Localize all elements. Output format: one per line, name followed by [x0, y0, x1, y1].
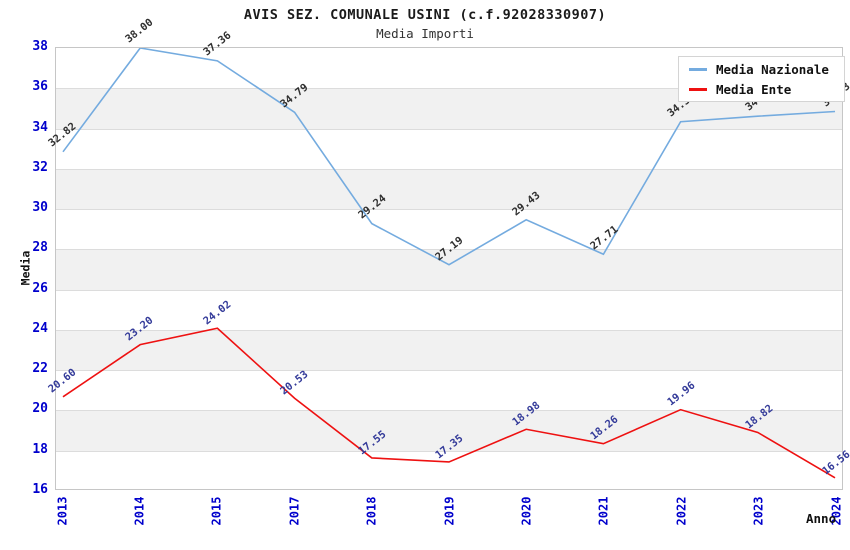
- grid-band: [56, 168, 842, 210]
- legend-label-nazionale: Media Nazionale: [716, 61, 829, 77]
- gridline: [56, 88, 842, 90]
- chart-subtitle: Media Importi: [376, 26, 474, 41]
- y-tick-label: 16: [32, 482, 48, 497]
- x-tick-label: 2018: [357, 494, 387, 528]
- gridline: [56, 329, 842, 331]
- y-tick-label: 32: [32, 159, 48, 175]
- legend: Media Nazionale Media Ente: [678, 56, 845, 102]
- x-tick-text: 2023: [751, 496, 766, 526]
- series-lines: [62, 48, 836, 479]
- y-tick-label: 22: [32, 361, 48, 377]
- legend-line-swatch-nazionale: [689, 67, 707, 71]
- x-tick-label: 2015: [202, 494, 232, 528]
- x-tick-label: 2017: [279, 494, 309, 528]
- x-tick-text: 2021: [596, 496, 611, 526]
- y-tick-label: 38: [32, 39, 48, 54]
- gridline: [56, 370, 842, 372]
- gridline: [56, 410, 842, 412]
- x-tick-label: 2023: [744, 494, 774, 528]
- grid-band: [56, 410, 842, 451]
- grid-band: [56, 249, 842, 290]
- x-tick-label: 2014: [124, 494, 154, 528]
- x-tick-text: 2013: [55, 496, 69, 526]
- x-tick-text: 2015: [209, 496, 224, 526]
- legend-item-media-nazionale: Media Nazionale: [689, 62, 834, 77]
- y-tick-label: 24: [32, 320, 48, 336]
- y-tick-label: 18: [32, 441, 48, 457]
- x-tick-text: 2017: [287, 496, 302, 526]
- chart-title: AVIS SEZ. COMUNALE USINI (c.f.9202833090…: [243, 7, 607, 23]
- series-line-1: [62, 327, 836, 479]
- gridline: [56, 209, 842, 211]
- x-tick-text: 2014: [132, 496, 147, 526]
- grid-band: [56, 329, 842, 371]
- x-tick-label: 2020: [511, 494, 541, 528]
- x-tick-text: 2020: [519, 496, 534, 526]
- legend-label-ente: Media Ente: [716, 81, 792, 97]
- x-axis-title: Anno: [806, 511, 837, 526]
- series-line-0: [62, 48, 836, 266]
- y-tick-label: 28: [32, 240, 48, 256]
- legend-item-media-ente: Media Ente: [689, 82, 834, 97]
- gridline: [56, 168, 842, 170]
- gridline: [56, 249, 842, 251]
- gridline: [56, 289, 842, 291]
- y-tick-label: 20: [32, 401, 48, 417]
- x-tick-text: 2022: [674, 496, 689, 526]
- x-tick-text: 2018: [364, 496, 379, 526]
- x-tick-label: 2022: [666, 494, 696, 528]
- x-tick-label: 2021: [589, 494, 619, 528]
- gridline: [56, 128, 842, 130]
- y-tick-label: 30: [32, 200, 48, 216]
- x-tick-text: 2019: [442, 496, 456, 526]
- plot-area: [55, 47, 843, 490]
- x-tick-label: 2019: [434, 494, 464, 528]
- legend-line-swatch-ente: [689, 87, 707, 91]
- y-tick-label: 26: [32, 280, 48, 296]
- x-tick-label: 2013: [47, 494, 77, 528]
- y-tick-label: 36: [32, 79, 48, 95]
- gridline: [56, 450, 842, 452]
- y-tick-label: 34: [32, 119, 48, 135]
